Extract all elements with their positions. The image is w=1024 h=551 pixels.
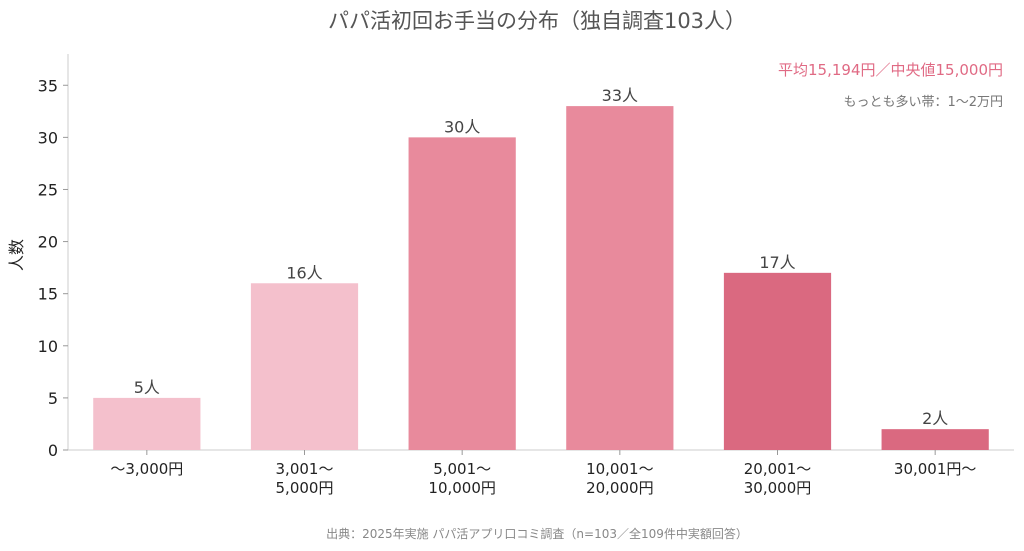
source-note: 出典：2025年実施 パパ活アプリ口コミ調査（n=103／全109件中実額回答）	[326, 526, 748, 541]
x-tick-label: 3,001〜	[276, 460, 334, 478]
bar-data-label: 5人	[134, 378, 160, 397]
x-tick-label: 5,001〜	[433, 460, 491, 478]
chart-title: パパ活初回お手当の分布（独自調査103人）	[328, 9, 746, 33]
y-tick-label: 0	[48, 441, 58, 460]
bar-data-label: 30人	[444, 117, 480, 136]
y-tick-label: 35	[38, 76, 58, 95]
y-tick-label: 10	[38, 337, 58, 356]
y-tick-label: 5	[48, 389, 58, 408]
bar-data-label: 16人	[286, 263, 322, 282]
bar-data-label: 33人	[602, 86, 638, 105]
y-axis-label: 人数	[7, 239, 26, 271]
bar-data-label: 17人	[759, 253, 795, 272]
bar-data-label: 2人	[922, 409, 948, 428]
x-tick-label: 〜3,000円	[110, 460, 183, 478]
x-tick-label: 10,000円	[428, 479, 496, 497]
summary-annotation: 平均15,194円／中央値15,000円	[778, 61, 1003, 79]
bar	[723, 272, 832, 450]
x-tick-label: 30,000円	[744, 479, 812, 497]
y-tick-label: 15	[38, 285, 58, 304]
bar	[881, 429, 989, 450]
mode-annotation: もっとも多い帯：1〜2万円	[843, 94, 1003, 110]
y-tick-label: 30	[38, 128, 58, 147]
bar	[250, 283, 359, 450]
bars: 5人 16人 30人 33人 17人 2人	[93, 86, 989, 451]
x-tick-label: 30,001円〜	[894, 460, 977, 478]
x-tick-label: 20,000円	[586, 479, 654, 497]
y-tick-label: 20	[38, 233, 58, 252]
bar	[408, 137, 516, 451]
bar	[93, 397, 201, 450]
x-tick-label: 20,001〜	[744, 460, 812, 478]
y-tick-label: 25	[38, 180, 58, 199]
x-tick-label: 5,000円	[276, 479, 334, 497]
x-tick-label: 10,001〜	[586, 460, 654, 478]
bar	[566, 106, 674, 451]
